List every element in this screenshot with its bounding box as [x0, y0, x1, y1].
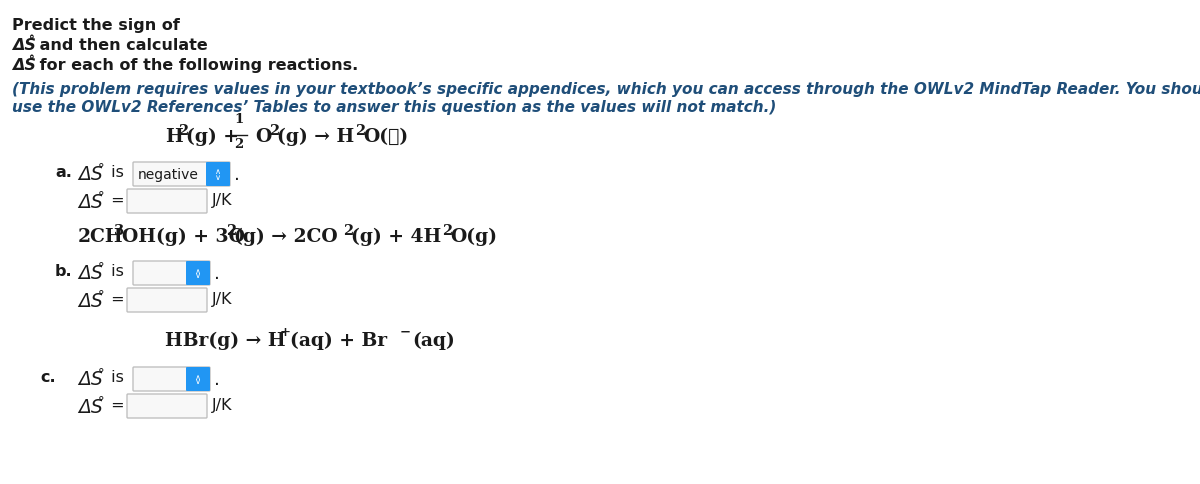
Text: is: is: [106, 370, 124, 385]
FancyBboxPatch shape: [133, 367, 210, 391]
Text: .: .: [214, 264, 220, 283]
Text: °: °: [98, 395, 104, 408]
Text: O(ℓ): O(ℓ): [364, 128, 408, 146]
Text: (g) + 4H: (g) + 4H: [352, 228, 442, 246]
Text: .: .: [214, 370, 220, 389]
Text: Predict the sign of: Predict the sign of: [12, 18, 180, 33]
FancyBboxPatch shape: [186, 367, 210, 391]
FancyBboxPatch shape: [133, 261, 210, 285]
Text: (This problem requires values in your textbook’s specific appendices, which you : (This problem requires values in your te…: [12, 82, 1200, 97]
Text: ∧: ∧: [194, 373, 202, 381]
Text: (g) +: (g) +: [186, 128, 239, 146]
Text: 2: 2: [355, 124, 365, 138]
Text: a.: a.: [55, 165, 72, 180]
Text: ΔS: ΔS: [12, 58, 36, 73]
Text: °: °: [29, 54, 35, 67]
Text: O: O: [256, 128, 271, 146]
Text: ∨: ∨: [215, 172, 221, 182]
FancyBboxPatch shape: [133, 162, 230, 186]
Text: ΔS: ΔS: [78, 370, 103, 389]
Text: °: °: [98, 261, 104, 274]
Text: J/K: J/K: [212, 193, 233, 208]
Text: use the OWLv2 References’ Tables to answer this question as the values will not : use the OWLv2 References’ Tables to answ…: [12, 100, 776, 115]
Text: is: is: [106, 264, 124, 279]
Text: 2CH: 2CH: [78, 228, 124, 246]
Text: negative: negative: [138, 168, 199, 182]
Text: ΔS: ΔS: [78, 264, 103, 283]
Text: 2: 2: [178, 124, 188, 138]
Text: (aq): (aq): [412, 332, 455, 350]
Text: ∨: ∨: [194, 272, 202, 281]
Text: b.: b.: [55, 264, 73, 279]
Text: =: =: [106, 193, 125, 208]
Text: .: .: [234, 165, 240, 184]
Text: ΔS: ΔS: [78, 398, 103, 417]
FancyBboxPatch shape: [127, 394, 208, 418]
Text: =: =: [106, 398, 125, 413]
Text: H: H: [166, 128, 182, 146]
Text: (aq) + Br: (aq) + Br: [290, 332, 388, 350]
Text: 2: 2: [343, 224, 353, 238]
Text: O(g): O(g): [450, 228, 497, 246]
Text: 2: 2: [442, 224, 452, 238]
Text: and then calculate: and then calculate: [34, 38, 208, 53]
Text: 1: 1: [234, 113, 244, 126]
Text: ΔS: ΔS: [12, 38, 36, 53]
Text: 2: 2: [269, 124, 280, 138]
Text: ∧: ∧: [194, 267, 202, 275]
Text: ΔS: ΔS: [78, 292, 103, 311]
Text: ΔS: ΔS: [78, 165, 103, 184]
Text: for each of the following reactions.: for each of the following reactions.: [34, 58, 359, 73]
Text: °: °: [98, 289, 104, 302]
Text: 2: 2: [226, 224, 236, 238]
Text: +: +: [280, 326, 292, 339]
Text: (g) → H: (g) → H: [277, 128, 354, 146]
Text: (g) → 2CO: (g) → 2CO: [234, 228, 337, 246]
Text: J/K: J/K: [212, 292, 233, 307]
Text: J/K: J/K: [212, 398, 233, 413]
Text: °: °: [98, 190, 104, 203]
Text: ∨: ∨: [194, 378, 202, 387]
Text: °: °: [98, 162, 104, 175]
Text: ∧: ∧: [215, 167, 221, 177]
Text: OH(g) + 3O: OH(g) + 3O: [122, 228, 245, 246]
FancyBboxPatch shape: [186, 261, 210, 285]
Text: 3: 3: [114, 224, 124, 238]
Text: 2: 2: [234, 138, 244, 151]
Text: °: °: [98, 367, 104, 380]
Text: =: =: [106, 292, 125, 307]
FancyBboxPatch shape: [127, 189, 208, 213]
Text: ΔS: ΔS: [78, 193, 103, 212]
Text: −: −: [400, 326, 412, 339]
Text: c.: c.: [40, 370, 55, 385]
Text: °: °: [29, 34, 35, 47]
Text: HBr(g) → H: HBr(g) → H: [166, 332, 286, 350]
FancyBboxPatch shape: [127, 288, 208, 312]
Text: is: is: [106, 165, 124, 180]
FancyBboxPatch shape: [206, 162, 230, 186]
